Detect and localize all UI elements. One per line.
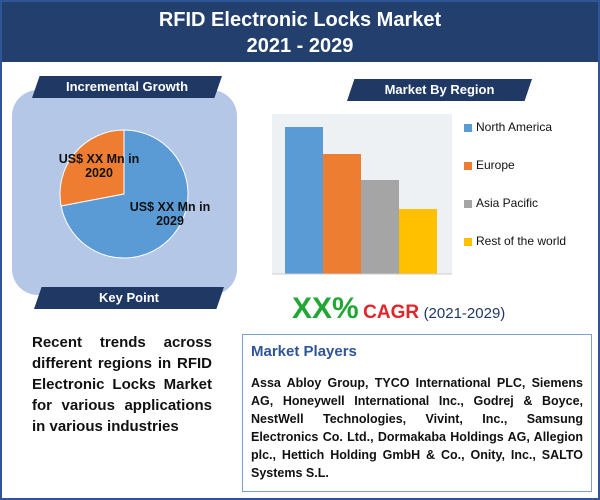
legend-label: Europe [476,158,515,172]
market-players-text: Assa Abloy Group, TYCO International PLC… [251,376,583,480]
bar [399,209,437,274]
subtitle: 2021 - 2029 [246,35,354,57]
legend-label: Rest of the world [476,234,566,248]
cagr-value: XX% [292,292,359,325]
market-players-title: Market Players [251,343,357,360]
pie-slice [60,129,189,259]
pie-slice [59,129,125,207]
pie-label: US$ XX Mn in 2029 [129,200,211,228]
cagr-period: (2021-2029) [423,305,506,322]
cagr-label: CAGR [363,302,420,323]
header: RFID Electronic Locks Market 2021 - 2029 [2,2,598,62]
legend-swatch [464,124,472,132]
legend-label: North America [476,120,552,134]
bar [285,127,323,274]
market-players: Market Players Assa Abloy Group, TYCO In… [242,334,592,492]
pie-label: US$ XX Mn in 2020 [58,152,140,180]
bar-title: Market By Region [347,79,532,101]
legend-swatch [464,238,472,246]
legend-swatch [464,162,472,170]
legend-swatch [464,200,472,208]
cagr: XX% CAGR (2021-2029) [292,292,505,326]
key-point-text: Recent trends across different regions i… [32,334,212,435]
legend-label: Asia Pacific [476,196,538,210]
pie-title: Incremental Growth [32,76,222,98]
bar [361,180,399,274]
title: RFID Electronic Locks Market [158,9,442,31]
bar [323,154,361,274]
key-point-title: Key Point [34,287,224,309]
